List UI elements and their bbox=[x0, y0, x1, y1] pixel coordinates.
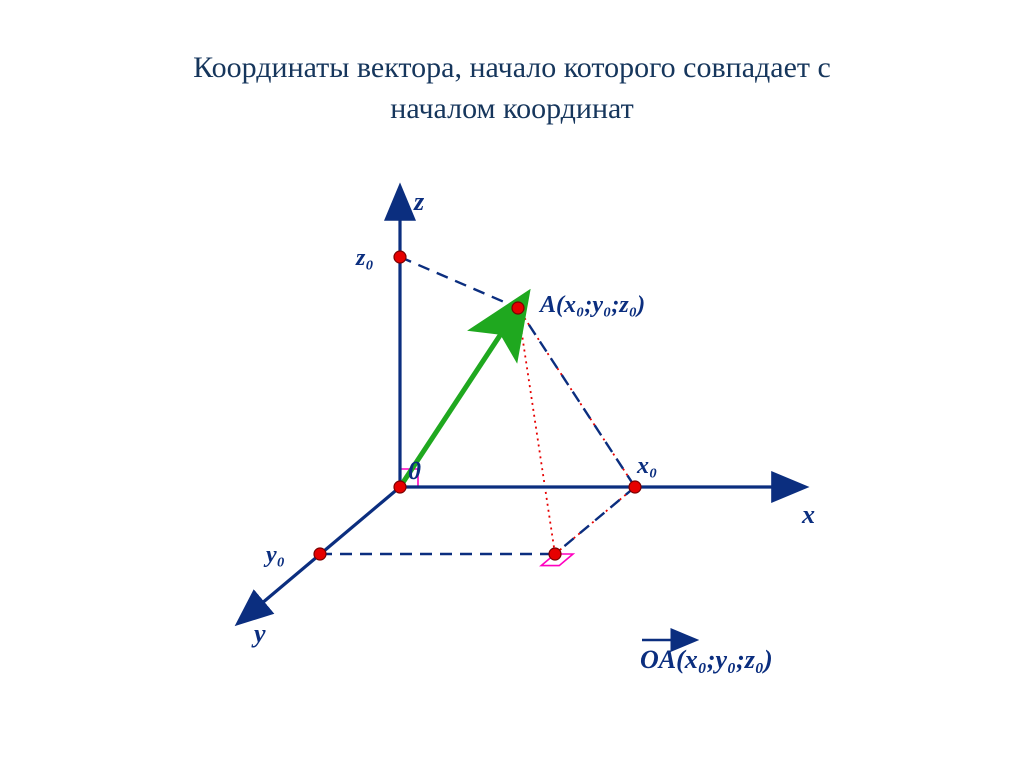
point-x0 bbox=[629, 481, 641, 493]
dotted-A-to-Axy bbox=[518, 308, 555, 554]
point-z0 bbox=[394, 251, 406, 263]
x-axis-label: x bbox=[801, 500, 815, 529]
point-A-label: A(x₀;y₀;z₀) bbox=[538, 292, 645, 318]
z0-label: z₀ bbox=[355, 245, 374, 271]
OA-vector-label: OA(x₀;y₀;z₀) bbox=[640, 640, 773, 674]
dashed-x0-to-Axy bbox=[555, 487, 635, 554]
point-y0 bbox=[314, 548, 326, 560]
y0-label: y₀ bbox=[263, 542, 285, 568]
z-axis-label: z bbox=[413, 187, 425, 216]
point-A bbox=[512, 302, 524, 314]
dashed-z0-to-A bbox=[400, 257, 518, 308]
dashed-A-to-x0 bbox=[518, 308, 635, 487]
svg-text:OA(x₀;y₀;z₀): OA(x₀;y₀;z₀) bbox=[640, 645, 773, 674]
y-axis-label: y bbox=[251, 619, 266, 648]
point-origin bbox=[394, 481, 406, 493]
coordinate-diagram: x y z x₀ y₀ z₀ 0 A(x₀;y₀;z₀) OA(x₀;y₀;z₀… bbox=[0, 0, 1024, 767]
x0-label: x₀ bbox=[636, 453, 657, 479]
origin-label: 0 bbox=[408, 456, 421, 485]
point-Axy bbox=[549, 548, 561, 560]
